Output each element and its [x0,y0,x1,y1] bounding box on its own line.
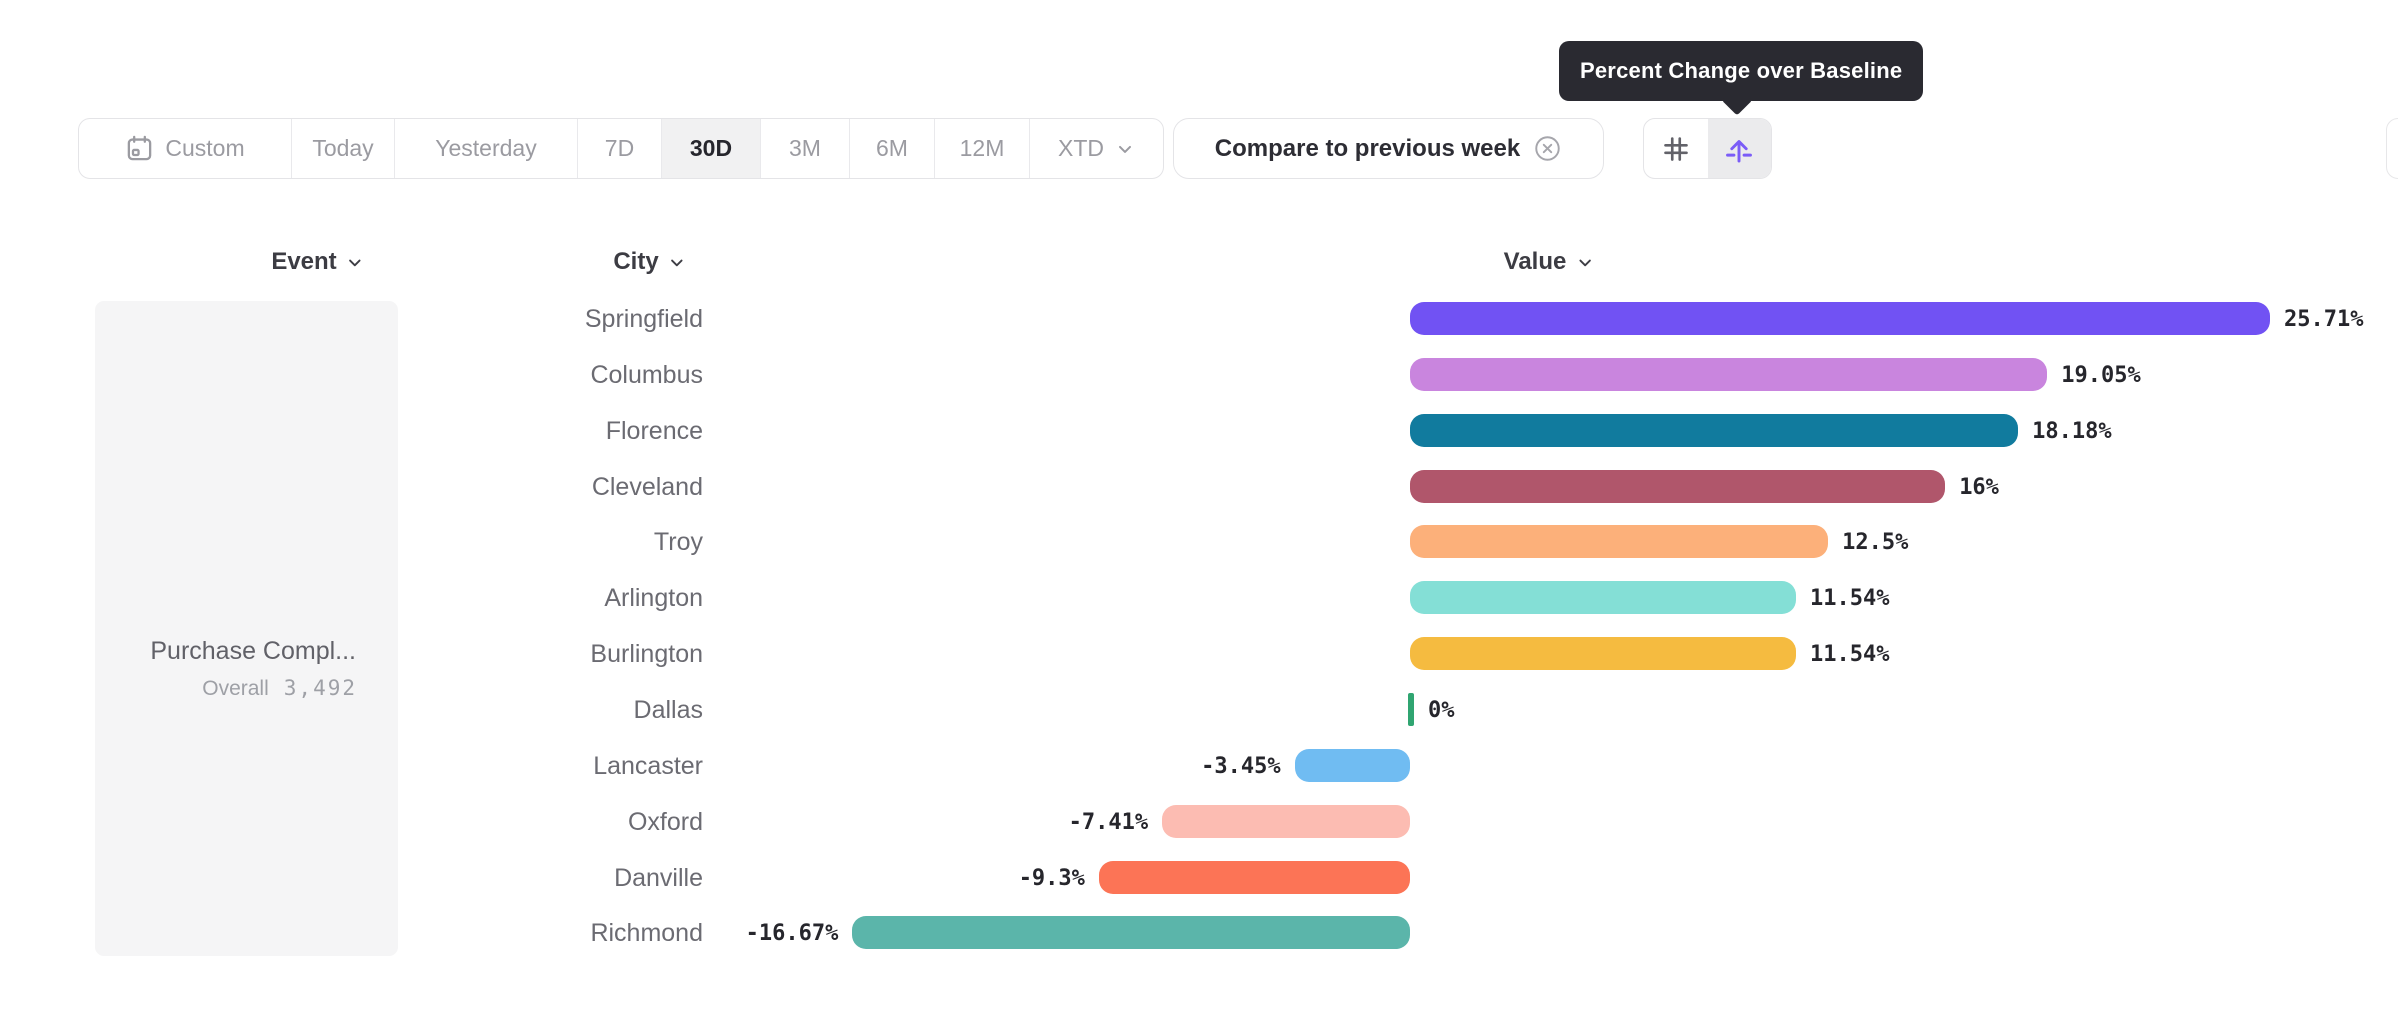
bar-category-label: Cleveland [591,472,703,501]
bar-category-label: Troy [653,528,703,557]
bar[interactable] [1162,804,1410,838]
chart-row: Dallas 0% [0,682,2398,738]
range-today-button[interactable]: Today [292,119,395,178]
baseline-arrow-icon [1726,139,1753,162]
bar-value-label: 0% [1428,697,1455,723]
chart-row: Cleveland 16% [0,459,2398,515]
bar[interactable] [1410,302,2270,335]
event-overall: Overall 3,492 [202,676,357,701]
grid-mode-button[interactable] [1644,119,1708,178]
bar-category-label: Danville [614,863,703,892]
bar-category-label: Richmond [590,919,703,948]
calendar-icon [128,135,152,161]
chevron-down-icon [349,259,361,266]
column-label: City [613,248,659,275]
compare-to-previous-week-pill[interactable]: Compare to previous week [1173,118,1604,179]
event-card-purchase-completed[interactable]: Purchase Compl... Overall 3,492 [95,301,398,956]
chart-row: Burlington 11.54% [0,626,2398,682]
bar[interactable] [1294,748,1410,782]
range-label: Custom [165,135,245,161]
range-label: 30D [689,135,733,161]
bar-category-label: Burlington [590,640,703,669]
bar[interactable] [1410,469,1946,503]
overall-value: 3,492 [283,676,357,700]
bar[interactable] [1410,413,2019,447]
range-3m-button[interactable]: 3M [761,119,850,178]
tooltip-text: Percent Change over Baseline [1580,58,1903,83]
bar-category-label: Dallas [633,695,703,724]
chart-row: Lancaster -3.45% [0,738,2398,794]
range-custom-button[interactable]: Custom [79,119,292,178]
bar[interactable] [1410,525,1829,559]
range-label: Today [312,135,374,161]
bar-value-label: 19.05% [2061,362,2141,388]
chart-row: Troy 12.5% [0,514,2398,570]
bar-value-label: -9.3% [1018,865,1085,891]
bar-value-label: 18.18% [2032,418,2112,444]
event-title: Purchase Compl... [150,637,356,665]
chart-row: Danville -9.3% [0,850,2398,906]
chart-row: Columbus 19.05% [0,347,2398,403]
column-label: Event [271,248,337,275]
chart-row: Richmond -16.67% [0,905,2398,961]
chevron-down-icon [1579,259,1591,266]
bar-category-label: Columbus [590,360,703,389]
column-header-event[interactable]: Event [271,246,364,278]
chart-row: Springfield 25.71% [0,291,2398,347]
range-label: XTD [1058,135,1104,161]
bar-value-label: -16.67% [745,921,839,947]
range-label: Yesterday [435,135,537,161]
bar-value-label: -7.41% [1068,809,1149,835]
bar-value-label: 11.54% [1810,642,1890,668]
bar-value-label: -3.45% [1201,753,1281,779]
chart-mode-toggle-group [1643,118,1772,179]
clipped-toolbar-button[interactable] [2386,118,2398,179]
bar[interactable] [1410,357,2048,391]
bar-value-label: 11.54% [1810,586,1890,612]
range-30d-button[interactable]: 30D [662,119,761,178]
bar[interactable] [1098,860,1410,894]
column-header-city[interactable]: City [613,246,686,278]
chevron-down-icon [671,259,683,266]
chart-row: Oxford -7.41% [0,794,2398,850]
tooltip-percent-change: Percent Change over Baseline [1559,41,1924,116]
date-range-control: Custom Today Yesterday 7D 30D 3M 6M 12M … [78,118,1164,179]
percent-change-baseline-button[interactable] [1707,119,1771,178]
range-label: 6M [876,135,908,161]
chart-row: Florence 18.18% [0,403,2398,459]
bar-category-label: Arlington [604,584,703,613]
bar-category-label: Oxford [627,807,703,836]
column-label: Value [1503,248,1567,275]
column-header-value[interactable]: Value [1504,246,1595,278]
range-7d-button[interactable]: 7D [578,119,662,178]
bar-category-label: Springfield [584,305,703,333]
bar-value-label: 12.5% [1842,530,1909,556]
percent-change-bar-chart: Springfield 25.71% Columbus 19.05% Florence 1… [0,291,2398,971]
overall-label: Overall [202,677,269,700]
range-6m-button[interactable]: 6M [850,119,935,178]
bar-value-label: 16% [1959,474,1999,500]
bar[interactable] [1410,581,1796,615]
compare-label: Compare to previous week [1214,134,1521,162]
bar-value-label: 25.71% [2284,307,2364,332]
range-yesterday-button[interactable]: Yesterday [395,119,578,178]
bar-category-label: Florence [605,416,703,445]
range-xtd-dropdown[interactable]: XTD [1030,119,1163,178]
circle-x-icon[interactable] [1533,134,1562,163]
chart-row: Arlington 11.54% [0,570,2398,626]
bar[interactable] [852,916,1410,950]
chevron-down-icon [1119,145,1131,153]
range-label: 7D [604,135,635,161]
tooltip-caret [1721,84,1753,116]
bar[interactable] [1410,637,1796,671]
range-label: 12M [959,135,1005,161]
bar[interactable] [1408,692,1414,726]
grid-icon [1663,136,1688,161]
range-12m-button[interactable]: 12M [935,119,1030,178]
bar-category-label: Lancaster [593,751,703,780]
range-label: 3M [789,135,821,161]
